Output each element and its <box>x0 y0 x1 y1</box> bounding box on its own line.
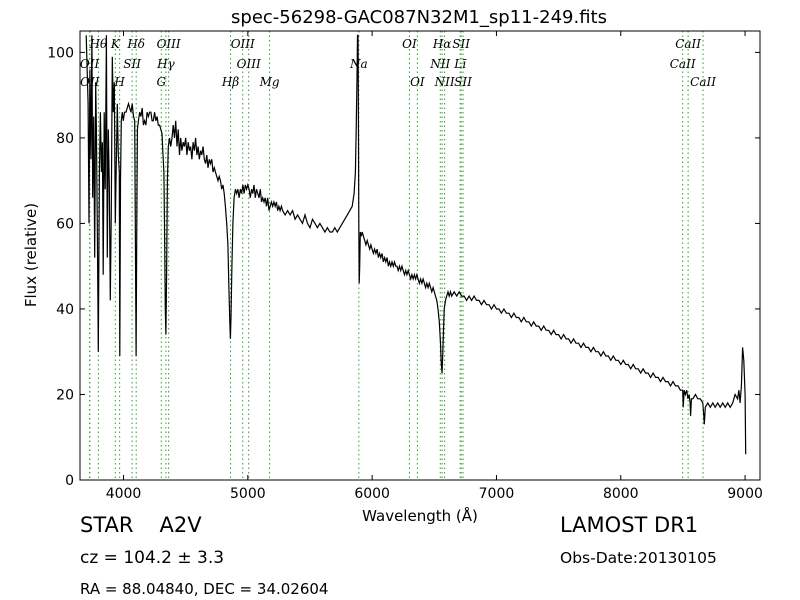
spectral-line-label: G <box>157 75 167 89</box>
spectral-line-label: CaII <box>670 57 696 71</box>
classification: STAR A2V <box>80 513 202 537</box>
x-axis-ticks: 4000 5000 6000 7000 8000 9000 <box>106 31 763 502</box>
chart-title: spec-56298-GAC087N32M1_sp11-249.fits <box>231 7 607 28</box>
spectral-line-label: SII <box>123 57 141 71</box>
spectral-line-label: SII <box>452 37 470 51</box>
survey-name: LAMOST DR1 <box>560 513 699 537</box>
spectral-line-label: H <box>113 75 125 89</box>
observation-date: Obs-Date:20130105 <box>560 549 717 567</box>
spectral-subclass: A2V <box>159 513 202 537</box>
spectral-line-label: K <box>110 37 121 51</box>
y-tick-label: 80 <box>56 131 74 147</box>
spectral-line-label: Hγ <box>156 57 175 71</box>
y-tick-label: 0 <box>65 473 74 489</box>
x-tick-label: 9000 <box>727 486 763 502</box>
spectral-line-label: CaII <box>675 37 701 51</box>
y-tick-label: 100 <box>47 45 74 61</box>
x-tick-label: 8000 <box>603 486 639 502</box>
spectral-line-label: OIII <box>237 57 261 71</box>
x-tick-label: 6000 <box>354 486 390 502</box>
x-tick-label: 4000 <box>106 486 142 502</box>
y-tick-label: 40 <box>56 302 74 318</box>
spectral-line-label: Hβ <box>221 75 239 89</box>
redshift-cz: cz = 104.2 ± 3.3 <box>80 548 225 568</box>
spectral-line-label: OIII <box>231 37 255 51</box>
y-axis-label: Flux (relative) <box>22 203 40 307</box>
spectral-line-label: OI <box>410 75 425 89</box>
y-tick-label: 20 <box>56 387 74 403</box>
spectral-line-label: Hδ <box>126 37 145 51</box>
spectral-line-label: NII <box>429 57 450 71</box>
plot-frame <box>79 30 761 481</box>
x-tick-label: 7000 <box>479 486 515 502</box>
spectrum-line <box>85 34 747 455</box>
spectral-line-label: OIII <box>157 37 181 51</box>
ra-dec-coordinates: RA = 88.04840, DEC = 34.02604 <box>80 580 329 598</box>
spectral-line-markers <box>89 31 704 480</box>
spectral-line-label: SII <box>454 75 472 89</box>
spectral-line-label: Lī <box>453 57 467 71</box>
spectral-line-label: OII <box>80 57 100 71</box>
spectral-line-label: NII <box>434 75 455 89</box>
y-tick-label: 60 <box>56 216 74 232</box>
spectral-line-label: Hα <box>432 37 452 51</box>
spectral-line-label: CaII <box>690 75 716 89</box>
spectral-line-label: OI <box>402 37 417 51</box>
x-tick-label: 5000 <box>230 486 266 502</box>
y-axis-ticks: 0 20 40 60 80 100 <box>47 45 760 489</box>
object-class: STAR <box>80 513 134 537</box>
x-axis-label: Wavelength (Å) <box>362 506 478 525</box>
spectral-line-label: Hθ <box>89 37 108 51</box>
spectral-line-label: Mg <box>259 75 280 89</box>
